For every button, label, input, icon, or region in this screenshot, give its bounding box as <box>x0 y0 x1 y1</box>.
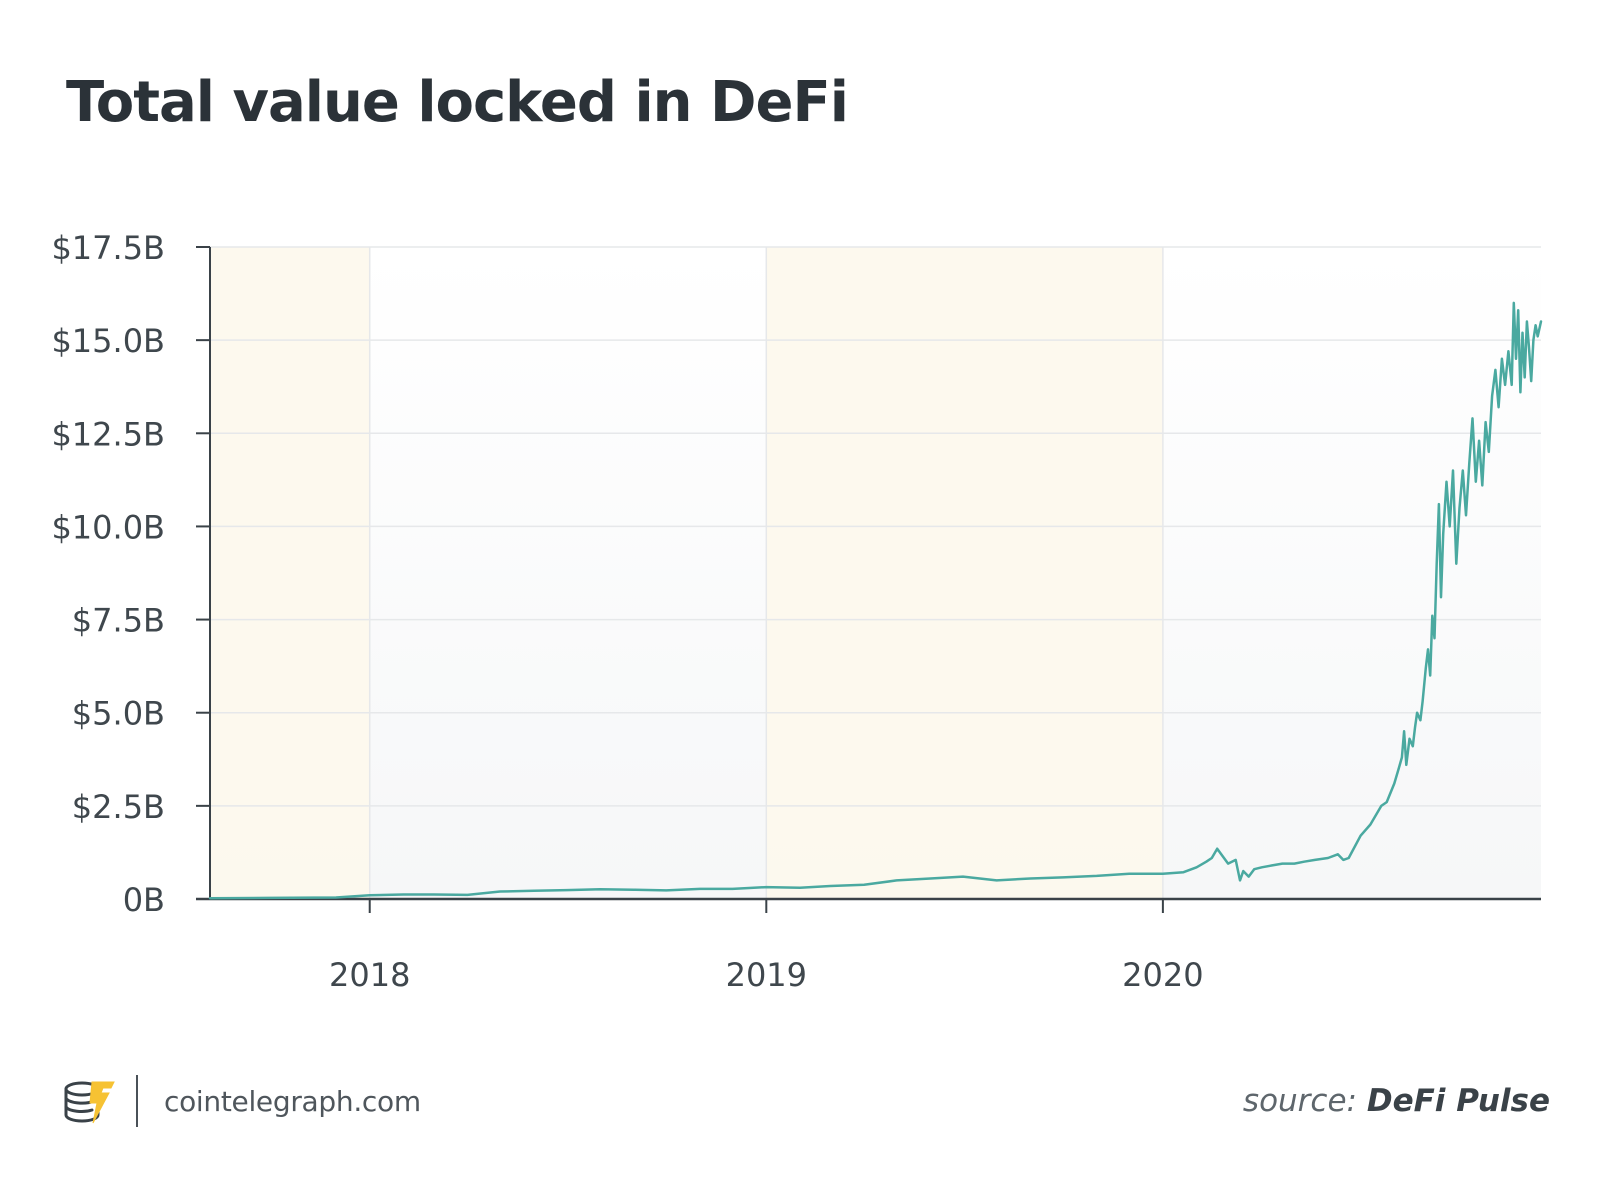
shaded-period-1 <box>766 247 1163 899</box>
series-line-0 <box>208 301 1543 900</box>
shaded-period-0 <box>210 247 370 899</box>
y-tick-label-5: $12.5B <box>51 415 165 453</box>
y-tick-label-6: $15.0B <box>51 322 165 360</box>
y-tick-label-0: 0B <box>123 881 165 919</box>
series-layer <box>208 301 1543 900</box>
x-tick-label-1: 2019 <box>726 956 807 994</box>
y-tick-label-1: $2.5B <box>72 788 165 826</box>
cointelegraph-coin-lightning-icon <box>64 1081 115 1124</box>
y-tick-label-3: $7.5B <box>72 602 165 640</box>
grid <box>210 246 1541 899</box>
source-prefix: source: <box>1242 1083 1357 1119</box>
chart-title: Total value locked in DeFi <box>66 70 849 135</box>
footer-divider <box>136 1075 138 1127</box>
source-name: DeFi Pulse <box>1366 1083 1550 1119</box>
y-tick-label-4: $10.0B <box>51 508 165 546</box>
x-tick-label-0: 2018 <box>329 956 410 994</box>
source-attribution: source: DeFi Pulse <box>1243 1083 1550 1119</box>
y-tick-labels: 0B $2.5B $5.0B $7.5B $10.0B $12.5B $15.0B $17.5… <box>51 229 165 919</box>
defi-tvl-line-chart: 0B $2.5B $5.0B $7.5B $10.0B $12.5B $15.0B $17.5… <box>51 229 1543 994</box>
x-tick-labels: 2018 2019 2020 <box>329 956 1204 994</box>
y-tick-label-7: $17.5B <box>51 229 165 267</box>
footer-brand: cointelegraph.com <box>62 1074 421 1128</box>
y-tick-label-2: $5.0B <box>72 695 165 733</box>
x-tick-label-2: 2020 <box>1122 956 1203 994</box>
axes <box>196 246 1541 913</box>
brand-link[interactable]: cointelegraph.com <box>164 1084 421 1118</box>
shaded-periods <box>210 247 1163 899</box>
